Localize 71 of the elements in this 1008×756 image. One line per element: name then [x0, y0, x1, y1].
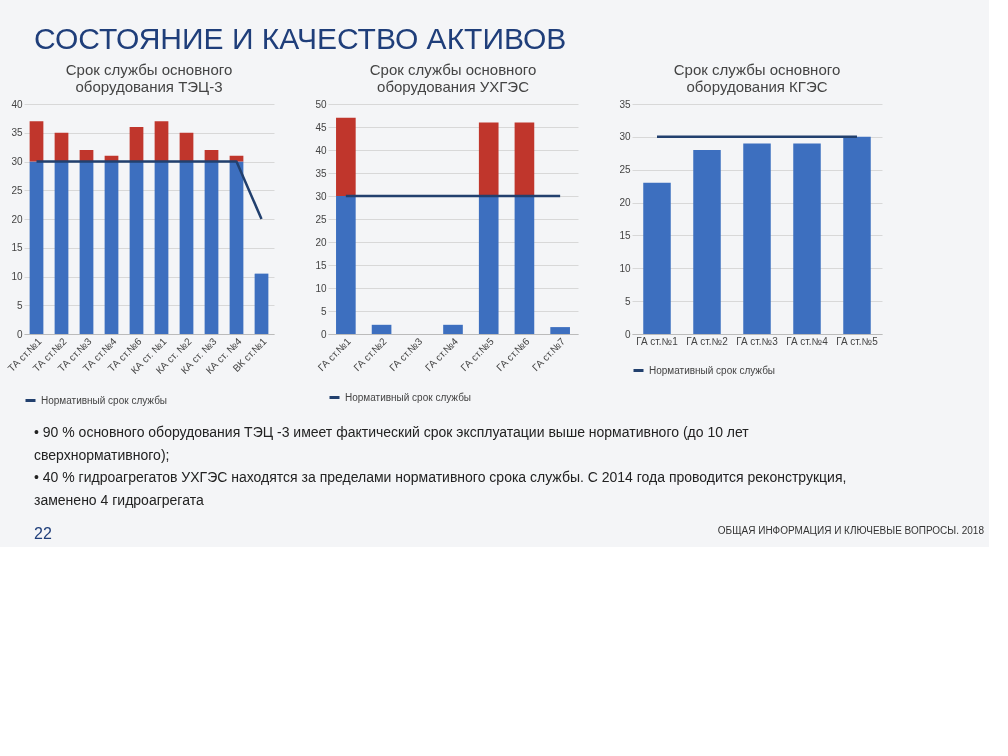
y-tick-label: 20 [619, 197, 631, 209]
y-tick-label: 35 [619, 98, 631, 110]
y-tick-label: 45 [315, 121, 327, 133]
chart-title: Срок службы основного оборудования КГЭС [673, 61, 841, 95]
legend-label: Нормативный срок службы [649, 364, 776, 376]
bar [204, 161, 219, 334]
y-tick-label: 15 [619, 229, 631, 241]
y-tick-label: 25 [315, 213, 327, 225]
x-tick-label: ГА ст.№3 [736, 335, 779, 347]
y-tick-label: 40 [11, 98, 23, 110]
bar [179, 161, 194, 334]
y-tick-label: 10 [619, 262, 631, 274]
legend-label: Нормативный срок службы [345, 391, 472, 403]
y-tick-label: 5 [624, 295, 631, 307]
text: • 90 % основного оборудования ТЭЦ -3 имеет фактический срок эксплуатации выше нормативного (до 10 лет сверхнормативного); [34, 424, 750, 463]
y-tick-label: 10 [11, 271, 23, 282]
bar [514, 196, 535, 334]
bar [54, 161, 69, 334]
y-tick-label: 50 [315, 98, 327, 110]
chart-title: Срок службы основного оборудования УХГЭС [369, 61, 537, 95]
text: ОБЩАЯ ИНФОРМАЦИЯ И КЛЮЧЕВЫЕ ВОПРОСЫ. 2018 [717, 525, 985, 536]
bar [129, 161, 144, 334]
bar [478, 122, 499, 196]
y-tick-label: 35 [11, 127, 23, 139]
bar [29, 121, 44, 162]
y-tick-label: 10 [315, 282, 327, 294]
x-tick-label: ГА ст.№1 [636, 335, 679, 347]
bar [154, 161, 169, 334]
x-tick-label: ГА ст.№5 [836, 335, 879, 347]
bar [229, 161, 244, 334]
bar [29, 161, 44, 334]
y-tick-label: 0 [320, 328, 327, 340]
y-tick-label: 5 [320, 305, 327, 317]
y-tick-label: 30 [619, 131, 631, 143]
bar [478, 196, 499, 334]
text: СОСТОЯНИЕ И КАЧЕСТВО АКТИВОВ [34, 22, 567, 55]
bar [79, 161, 94, 334]
bar [550, 327, 570, 334]
y-tick-label: 30 [315, 190, 327, 202]
bar [254, 273, 269, 334]
y-tick-label: 20 [11, 213, 23, 225]
text: • 40 % гидроагрегатов УХГЭС находятся за пределами нормативного срока службы. С 2014 года проводится реконструкция, заменено 4 гидроагрегата [34, 469, 847, 508]
y-tick-label: 20 [315, 236, 327, 248]
bar [443, 324, 463, 334]
bar [643, 182, 671, 334]
bar [129, 127, 144, 162]
bar [843, 136, 871, 334]
text: 22 [34, 525, 52, 542]
bar [371, 324, 392, 334]
bar [793, 143, 821, 334]
x-tick-label: ГА ст.№2 [686, 335, 729, 347]
x-tick-label: ГА ст.№4 [786, 335, 829, 347]
bar [104, 161, 119, 334]
y-tick-label: 30 [11, 156, 23, 167]
y-tick-label: 15 [315, 259, 327, 271]
bar [336, 117, 356, 196]
chart-title: Срок службы основного оборудования ТЭЦ-3 [65, 61, 233, 95]
y-tick-label: 25 [619, 164, 631, 176]
y-tick-label: 0 [16, 328, 23, 340]
bar [693, 150, 721, 334]
bar [154, 121, 169, 162]
y-tick-label: 5 [16, 299, 23, 311]
bar [514, 122, 535, 196]
y-tick-label: 25 [11, 184, 23, 196]
y-tick-label: 40 [315, 144, 327, 156]
bar [743, 143, 771, 334]
legend-label: Нормативный срок службы [41, 394, 168, 406]
bar [336, 196, 356, 334]
y-tick-label: 35 [315, 167, 327, 179]
y-tick-label: 15 [11, 242, 23, 254]
y-tick-label: 0 [624, 328, 631, 340]
